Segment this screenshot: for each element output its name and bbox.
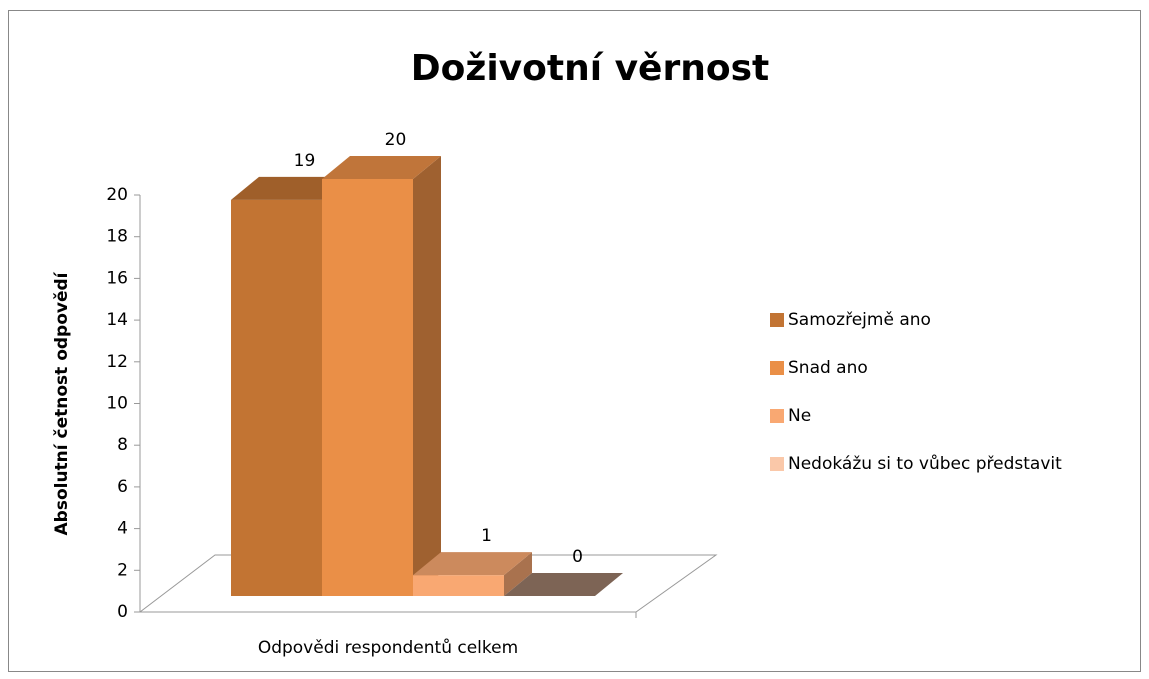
- legend-label: Nedokážu si to vůbec představit: [788, 454, 1062, 474]
- legend-label: Snad ano: [788, 358, 868, 378]
- data-label: 1: [481, 526, 492, 546]
- legend-label: Ne: [788, 406, 811, 426]
- bar-top: [413, 552, 532, 576]
- y-tick-label: 4: [117, 519, 128, 539]
- bar-top: [322, 156, 441, 179]
- y-tick-label: 6: [117, 477, 128, 497]
- y-tick-label: 14: [106, 310, 128, 330]
- legend-swatch: [770, 409, 784, 423]
- y-tick-label: 2: [117, 560, 128, 580]
- bar: [322, 179, 413, 596]
- bar: [231, 199, 322, 596]
- y-tick-label: 20: [106, 185, 128, 205]
- y-tick-label: 18: [106, 227, 128, 247]
- y-tick-label: 16: [106, 268, 128, 288]
- data-label: 20: [385, 130, 407, 150]
- y-tick-label: 8: [117, 435, 128, 455]
- legend-swatch: [770, 457, 784, 471]
- bar-top: [231, 176, 350, 200]
- y-tick-label: 12: [106, 352, 128, 372]
- data-label: 0: [572, 547, 583, 567]
- legend-swatch: [770, 361, 784, 375]
- bar-side: [504, 552, 532, 596]
- x-tick-label: Odpovědi respondentů celkem: [258, 638, 518, 658]
- chart-title: Doživotní věrnost: [411, 48, 769, 89]
- legend-label: Samozřejmě ano: [788, 310, 931, 330]
- bar-side: [413, 156, 441, 596]
- legend-swatch: [770, 313, 784, 327]
- data-label: 19: [294, 151, 316, 171]
- y-axis-title: Absolutní četnost odpovědí: [52, 271, 72, 535]
- y-tick-label: 0: [117, 602, 128, 622]
- bar: [413, 575, 504, 596]
- bar-top: [504, 573, 623, 596]
- y-tick-label: 10: [106, 394, 128, 414]
